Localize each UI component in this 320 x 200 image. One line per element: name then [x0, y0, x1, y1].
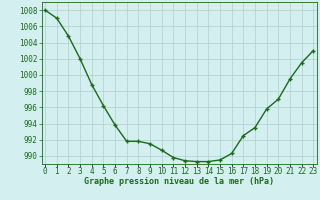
X-axis label: Graphe pression niveau de la mer (hPa): Graphe pression niveau de la mer (hPa): [84, 177, 274, 186]
